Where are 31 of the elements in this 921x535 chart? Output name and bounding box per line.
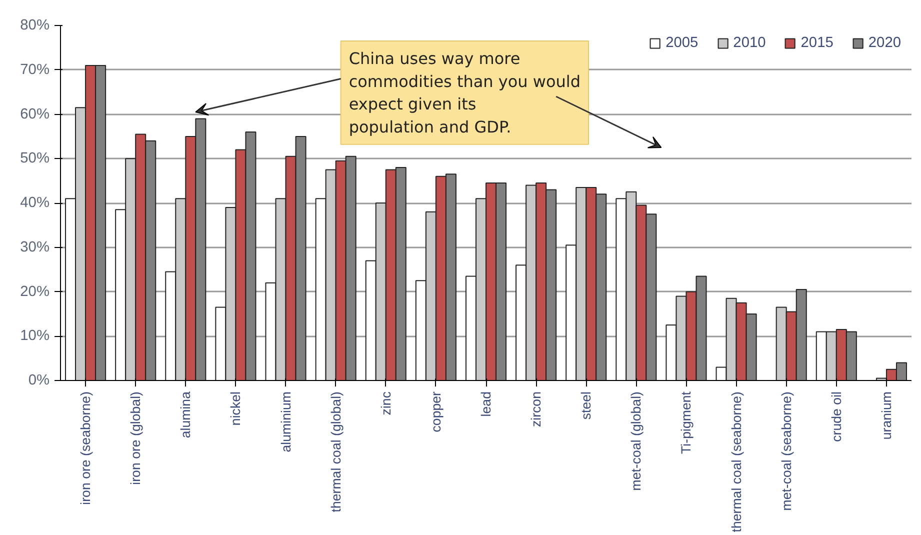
x-tick-label: zircon bbox=[528, 391, 544, 428]
x-tick-label: iron ore (seaborne) bbox=[78, 391, 94, 505]
x-tick-label: copper bbox=[428, 390, 444, 432]
x-tick-label: uranium bbox=[878, 391, 894, 440]
y-tick-label: 0% bbox=[28, 372, 50, 388]
x-tick-label: crude oil bbox=[828, 391, 844, 442]
legend-label: 2020 bbox=[868, 35, 901, 51]
x-tick-label: Ti-pigment bbox=[678, 391, 694, 454]
x-tick-label: iron ore (global) bbox=[128, 392, 144, 485]
y-tick-label: 50% bbox=[20, 150, 50, 167]
x-tick-label: met-coal (seaborne) bbox=[778, 392, 794, 511]
x-tick-label: lead bbox=[478, 391, 494, 417]
y-tick-label: 10% bbox=[20, 328, 50, 344]
x-tick-label: alumina bbox=[178, 390, 194, 438]
x-tick-label: thermal coal (seaborne) bbox=[728, 391, 744, 532]
x-tick-label: zinc bbox=[378, 391, 394, 416]
x-tick-label: met-coal (global) bbox=[628, 391, 644, 491]
x-tick-label: nickel bbox=[228, 391, 244, 426]
annotation: China uses way more commodities than you would expect given its population and GDP. bbox=[348, 49, 581, 136]
legend-label: 2010 bbox=[733, 35, 766, 51]
y-tick-label: 60% bbox=[20, 106, 50, 122]
y-tick-label: 80% bbox=[20, 18, 50, 34]
x-tick-label: thermal coal (global) bbox=[328, 391, 344, 512]
legend-label: 2015 bbox=[800, 35, 834, 51]
y-tick-label: 20% bbox=[20, 284, 50, 300]
y-tick-label: 30% bbox=[20, 239, 50, 256]
x-tick-label: aluminium bbox=[278, 391, 294, 452]
legend-label: 2005 bbox=[666, 35, 698, 51]
y-tick-label: 40% bbox=[20, 195, 50, 211]
y-tick-label: 70% bbox=[20, 62, 50, 78]
x-tick-label: steel bbox=[578, 391, 594, 420]
